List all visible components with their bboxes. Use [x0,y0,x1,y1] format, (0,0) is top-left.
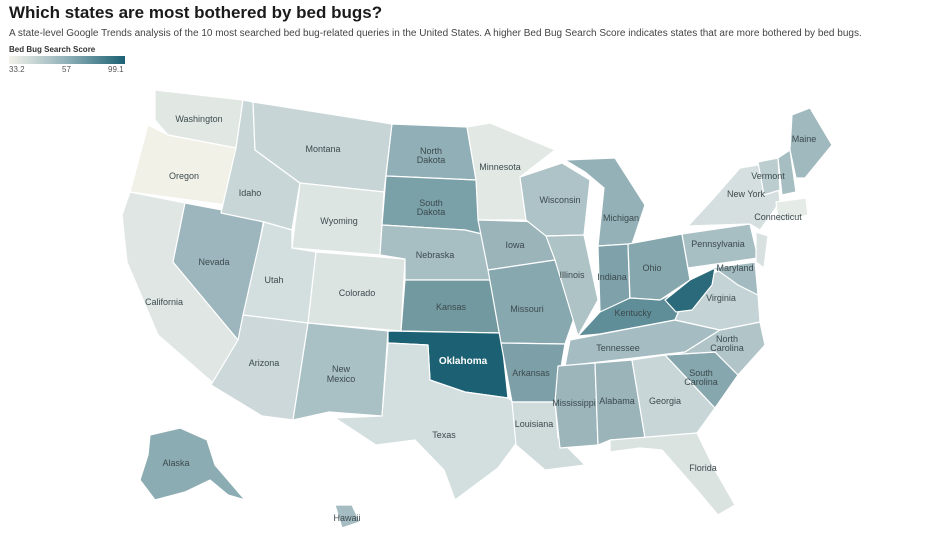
label-north-carolina-line1: North [716,334,738,344]
state-georgia[interactable] [631,354,716,439]
label-illinois: Illinois [559,270,585,280]
label-nevada: Nevada [198,257,229,267]
label-alabama: Alabama [599,396,635,406]
label-iowa: Iowa [505,240,524,250]
color-legend: Bed Bug Search Score 33.2 57 99.1 [9,45,127,74]
label-texas: Texas [432,430,456,440]
label-hawaii: Hawaii [333,513,360,523]
label-maryland: Maryland [716,263,753,273]
label-montana: Montana [305,144,340,154]
label-minnesota: Minnesota [479,162,521,172]
chart-subtitle: A state-level Google Trends analysis of … [9,28,862,39]
state-maine[interactable] [789,107,833,179]
legend-max-label: 99.1 [108,65,124,74]
state-connecticut[interactable] [775,197,809,223]
label-oregon: Oregon [169,171,199,181]
state-illinois[interactable] [545,234,599,337]
state-florida[interactable] [609,432,736,516]
label-oklahoma: Oklahoma [439,356,488,367]
label-south-dakota-line2: Dakota [417,207,446,217]
state-ohio[interactable] [627,233,691,301]
label-virginia: Virginia [706,293,736,303]
label-south-dakota-line1: South [419,198,443,208]
state-west-virginia[interactable] [664,267,716,313]
label-nebraska: Nebraska [416,250,455,260]
state-maryland[interactable] [711,261,759,296]
label-idaho: Idaho [239,188,262,198]
label-arizona: Arizona [249,358,280,368]
label-new-mexico-line1: New [332,364,351,374]
label-colorado: Colorado [339,288,376,298]
label-north-dakota-line2: Dakota [417,155,446,165]
label-maine: Maine [792,134,817,144]
label-north-carolina-line2: Carolina [710,343,744,353]
label-new-york: New York [727,189,766,199]
label-alaska: Alaska [162,458,189,468]
label-kentucky: Kentucky [614,308,652,318]
state-texas[interactable] [334,342,521,501]
label-michigan: Michigan [603,213,639,223]
label-north-dakota-line1: North [420,146,442,156]
state-mississippi[interactable] [554,362,599,449]
legend-title: Bed Bug Search Score [9,45,96,54]
label-arkansas: Arkansas [512,368,550,378]
label-connecticut: Connecticut [754,212,802,222]
label-louisiana: Louisiana [515,419,554,429]
legend-gradient-bar [9,56,125,64]
state-missouri[interactable] [487,259,575,345]
label-indiana: Indiana [597,272,627,282]
state-new-jersey[interactable] [755,231,769,269]
label-california: California [145,297,183,307]
label-south-carolina-line1: South [689,368,713,378]
label-south-carolina-line2: Carolina [684,377,718,387]
label-washington: Washington [175,114,222,124]
chart-title: Which states are most bothered by bed bu… [9,3,383,22]
label-wyoming: Wyoming [320,216,357,226]
legend-min-label: 33.2 [9,65,25,74]
legend-ticks: 33.2 57 99.1 [9,64,127,74]
label-pennsylvania: Pennsylvania [691,239,745,249]
state-vermont[interactable] [757,157,781,196]
label-florida: Florida [689,463,717,473]
label-vermont: Vermont [751,171,785,181]
label-mississippi: Mississippi [552,398,596,408]
legend-mid-label: 57 [62,65,71,74]
label-georgia: Georgia [649,396,681,406]
state-alaska[interactable] [139,427,246,501]
label-new-mexico-line2: Mexico [327,374,356,384]
label-ohio: Ohio [642,263,661,273]
state-hawaii[interactable] [334,504,361,529]
label-missouri: Missouri [510,304,544,314]
label-wisconsin: Wisconsin [539,195,580,205]
label-utah: Utah [264,275,283,285]
label-kansas: Kansas [436,302,467,312]
label-tennessee: Tennessee [596,343,640,353]
state-new-hampshire[interactable] [777,149,797,196]
state-new-mexico[interactable] [292,322,389,421]
